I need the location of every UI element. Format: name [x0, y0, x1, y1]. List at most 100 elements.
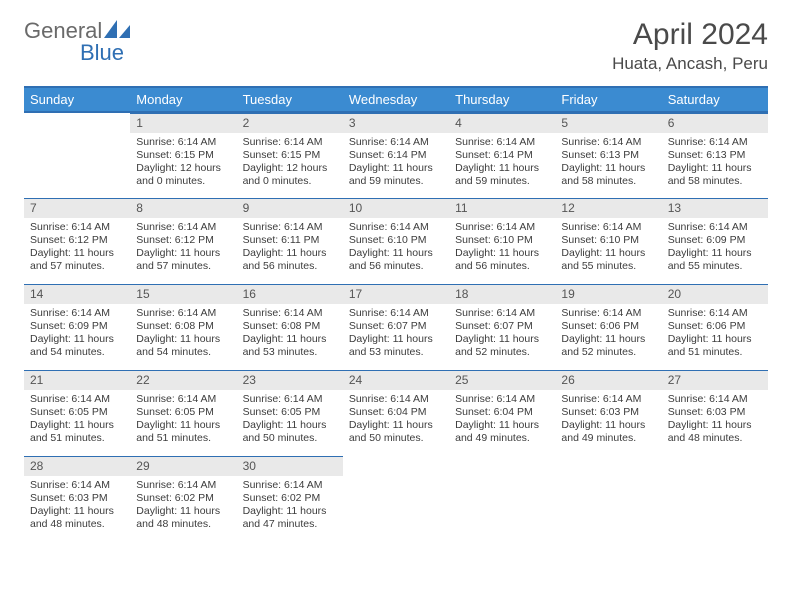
day-info-line: Sunset: 6:07 PM: [455, 320, 549, 333]
day-number: 10: [343, 198, 449, 218]
day-number: 9: [237, 198, 343, 218]
calendar-day-cell: 30Sunrise: 6:14 AMSunset: 6:02 PMDayligh…: [237, 456, 343, 542]
day-info-line: Daylight: 11 hours: [243, 419, 337, 432]
day-body: Sunrise: 6:14 AMSunset: 6:10 PMDaylight:…: [555, 218, 661, 278]
day-info-line: Sunrise: 6:14 AM: [668, 221, 762, 234]
day-info-line: Sunrise: 6:14 AM: [455, 221, 549, 234]
day-body: Sunrise: 6:14 AMSunset: 6:11 PMDaylight:…: [237, 218, 343, 278]
day-info-line: and 51 minutes.: [668, 346, 762, 359]
day-info-line: Daylight: 11 hours: [668, 247, 762, 260]
day-info-line: and 58 minutes.: [668, 175, 762, 188]
day-body: Sunrise: 6:14 AMSunset: 6:14 PMDaylight:…: [343, 133, 449, 193]
calendar-day-cell: [449, 456, 555, 542]
day-info-line: and 50 minutes.: [349, 432, 443, 445]
day-info-line: Daylight: 11 hours: [30, 247, 124, 260]
day-info-line: Daylight: 12 hours: [243, 162, 337, 175]
day-info-line: Sunrise: 6:14 AM: [30, 307, 124, 320]
calendar-day-cell: 2Sunrise: 6:14 AMSunset: 6:15 PMDaylight…: [237, 112, 343, 198]
day-info-line: and 54 minutes.: [30, 346, 124, 359]
day-body: Sunrise: 6:14 AMSunset: 6:02 PMDaylight:…: [130, 476, 236, 536]
calendar-week-row: 14Sunrise: 6:14 AMSunset: 6:09 PMDayligh…: [24, 284, 768, 370]
day-number: 3: [343, 113, 449, 133]
day-info-line: and 55 minutes.: [668, 260, 762, 273]
day-number: 13: [662, 198, 768, 218]
day-info-line: Sunset: 6:10 PM: [455, 234, 549, 247]
calendar-day-cell: 17Sunrise: 6:14 AMSunset: 6:07 PMDayligh…: [343, 284, 449, 370]
weekday-header: Friday: [555, 87, 661, 112]
day-number: 26: [555, 370, 661, 390]
day-body: Sunrise: 6:14 AMSunset: 6:05 PMDaylight:…: [24, 390, 130, 450]
month-title: April 2024: [612, 18, 768, 52]
day-info-line: Daylight: 11 hours: [455, 162, 549, 175]
day-info-line: Daylight: 11 hours: [668, 419, 762, 432]
day-number: 6: [662, 113, 768, 133]
day-number: 22: [130, 370, 236, 390]
day-info-line: Sunset: 6:03 PM: [668, 406, 762, 419]
day-info-line: Sunset: 6:02 PM: [243, 492, 337, 505]
day-number: 19: [555, 284, 661, 304]
day-info-line: Daylight: 11 hours: [561, 247, 655, 260]
calendar-day-cell: [343, 456, 449, 542]
day-info-line: Sunrise: 6:14 AM: [243, 221, 337, 234]
day-info-line: and 48 minutes.: [30, 518, 124, 531]
calendar-day-cell: 19Sunrise: 6:14 AMSunset: 6:06 PMDayligh…: [555, 284, 661, 370]
calendar-day-cell: 20Sunrise: 6:14 AMSunset: 6:06 PMDayligh…: [662, 284, 768, 370]
day-number: 29: [130, 456, 236, 476]
calendar-day-cell: 23Sunrise: 6:14 AMSunset: 6:05 PMDayligh…: [237, 370, 343, 456]
weekday-header: Thursday: [449, 87, 555, 112]
day-body: Sunrise: 6:14 AMSunset: 6:09 PMDaylight:…: [662, 218, 768, 278]
day-info-line: Sunrise: 6:14 AM: [243, 307, 337, 320]
title-block: April 2024 Huata, Ancash, Peru: [612, 18, 768, 74]
day-info-line: and 48 minutes.: [668, 432, 762, 445]
calendar-day-cell: 14Sunrise: 6:14 AMSunset: 6:09 PMDayligh…: [24, 284, 130, 370]
day-info-line: Sunset: 6:13 PM: [668, 149, 762, 162]
day-number: 30: [237, 456, 343, 476]
calendar-day-cell: 25Sunrise: 6:14 AMSunset: 6:04 PMDayligh…: [449, 370, 555, 456]
day-info-line: Daylight: 11 hours: [30, 505, 124, 518]
day-info-line: and 49 minutes.: [561, 432, 655, 445]
day-info-line: Sunset: 6:14 PM: [455, 149, 549, 162]
day-body: Sunrise: 6:14 AMSunset: 6:02 PMDaylight:…: [237, 476, 343, 536]
weekday-header: Sunday: [24, 87, 130, 112]
day-number: 15: [130, 284, 236, 304]
day-info-line: Sunrise: 6:14 AM: [561, 307, 655, 320]
day-info-line: Sunset: 6:15 PM: [243, 149, 337, 162]
day-body: Sunrise: 6:14 AMSunset: 6:03 PMDaylight:…: [555, 390, 661, 450]
calendar-day-cell: 26Sunrise: 6:14 AMSunset: 6:03 PMDayligh…: [555, 370, 661, 456]
calendar-day-cell: 16Sunrise: 6:14 AMSunset: 6:08 PMDayligh…: [237, 284, 343, 370]
logo: General Blue: [24, 18, 134, 64]
day-number: 23: [237, 370, 343, 390]
day-info-line: Sunset: 6:06 PM: [668, 320, 762, 333]
header: General Blue April 2024 Huata, Ancash, P…: [24, 18, 768, 74]
day-info-line: and 51 minutes.: [30, 432, 124, 445]
day-number: 5: [555, 113, 661, 133]
calendar-day-cell: 24Sunrise: 6:14 AMSunset: 6:04 PMDayligh…: [343, 370, 449, 456]
day-info-line: Sunrise: 6:14 AM: [668, 307, 762, 320]
day-body: Sunrise: 6:14 AMSunset: 6:04 PMDaylight:…: [449, 390, 555, 450]
day-body: Sunrise: 6:14 AMSunset: 6:07 PMDaylight:…: [449, 304, 555, 364]
calendar-day-cell: 7Sunrise: 6:14 AMSunset: 6:12 PMDaylight…: [24, 198, 130, 284]
day-info-line: Sunset: 6:04 PM: [455, 406, 549, 419]
day-body: Sunrise: 6:14 AMSunset: 6:05 PMDaylight:…: [237, 390, 343, 450]
calendar-day-cell: 1Sunrise: 6:14 AMSunset: 6:15 PMDaylight…: [130, 112, 236, 198]
day-info-line: Daylight: 11 hours: [243, 247, 337, 260]
day-info-line: Daylight: 11 hours: [561, 333, 655, 346]
day-body: Sunrise: 6:14 AMSunset: 6:06 PMDaylight:…: [555, 304, 661, 364]
day-number: 11: [449, 198, 555, 218]
day-info-line: Sunset: 6:05 PM: [243, 406, 337, 419]
calendar-day-cell: 12Sunrise: 6:14 AMSunset: 6:10 PMDayligh…: [555, 198, 661, 284]
day-info-line: and 54 minutes.: [136, 346, 230, 359]
day-body: Sunrise: 6:14 AMSunset: 6:08 PMDaylight:…: [237, 304, 343, 364]
day-info-line: Sunrise: 6:14 AM: [243, 393, 337, 406]
calendar-day-cell: [24, 112, 130, 198]
weekday-header-row: SundayMondayTuesdayWednesdayThursdayFrid…: [24, 87, 768, 112]
day-info-line: Sunrise: 6:14 AM: [455, 307, 549, 320]
day-info-line: Sunrise: 6:14 AM: [243, 136, 337, 149]
calendar-day-cell: 9Sunrise: 6:14 AMSunset: 6:11 PMDaylight…: [237, 198, 343, 284]
day-info-line: Sunrise: 6:14 AM: [668, 393, 762, 406]
day-info-line: Sunset: 6:06 PM: [561, 320, 655, 333]
day-info-line: Daylight: 11 hours: [136, 505, 230, 518]
calendar-day-cell: 11Sunrise: 6:14 AMSunset: 6:10 PMDayligh…: [449, 198, 555, 284]
day-info-line: Sunset: 6:05 PM: [136, 406, 230, 419]
day-info-line: Sunset: 6:12 PM: [30, 234, 124, 247]
